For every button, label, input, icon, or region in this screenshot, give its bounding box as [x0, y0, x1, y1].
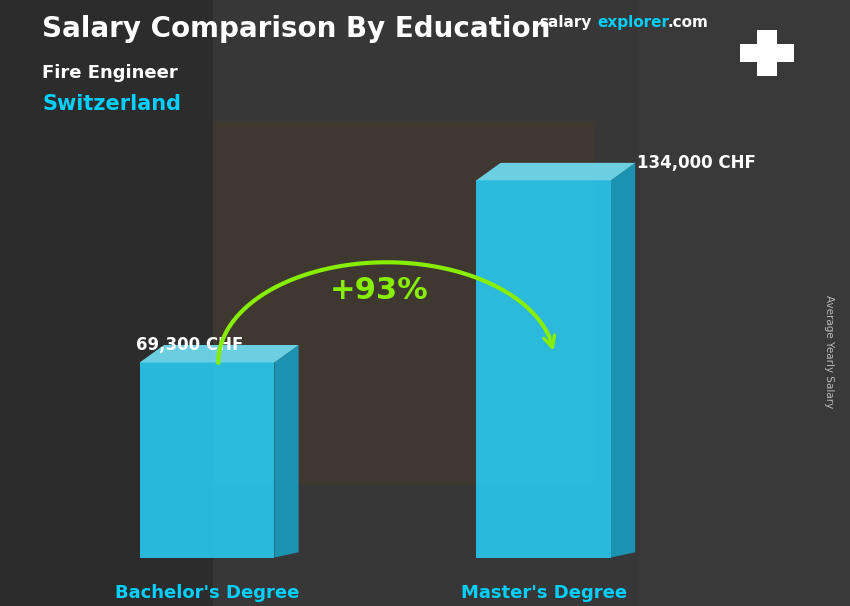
Polygon shape — [476, 163, 635, 181]
Text: .com: .com — [667, 15, 708, 30]
Text: +93%: +93% — [330, 276, 428, 305]
Text: Master's Degree: Master's Degree — [461, 584, 626, 602]
Bar — [638, 0, 850, 606]
Polygon shape — [139, 345, 298, 362]
Polygon shape — [275, 345, 298, 558]
Polygon shape — [740, 30, 794, 76]
Text: 134,000 CHF: 134,000 CHF — [638, 153, 756, 171]
Text: Switzerland: Switzerland — [42, 94, 182, 114]
Text: 69,300 CHF: 69,300 CHF — [136, 336, 243, 354]
Text: Salary Comparison By Education: Salary Comparison By Education — [42, 15, 551, 43]
Polygon shape — [476, 181, 611, 558]
Text: Bachelor's Degree: Bachelor's Degree — [115, 584, 299, 602]
Bar — [0, 0, 212, 606]
Text: salary: salary — [540, 15, 592, 30]
Text: Fire Engineer: Fire Engineer — [42, 64, 178, 82]
Bar — [212, 121, 595, 485]
Text: explorer: explorer — [598, 15, 670, 30]
Polygon shape — [611, 163, 635, 558]
Text: Average Yearly Salary: Average Yearly Salary — [824, 295, 834, 408]
Polygon shape — [139, 362, 275, 558]
